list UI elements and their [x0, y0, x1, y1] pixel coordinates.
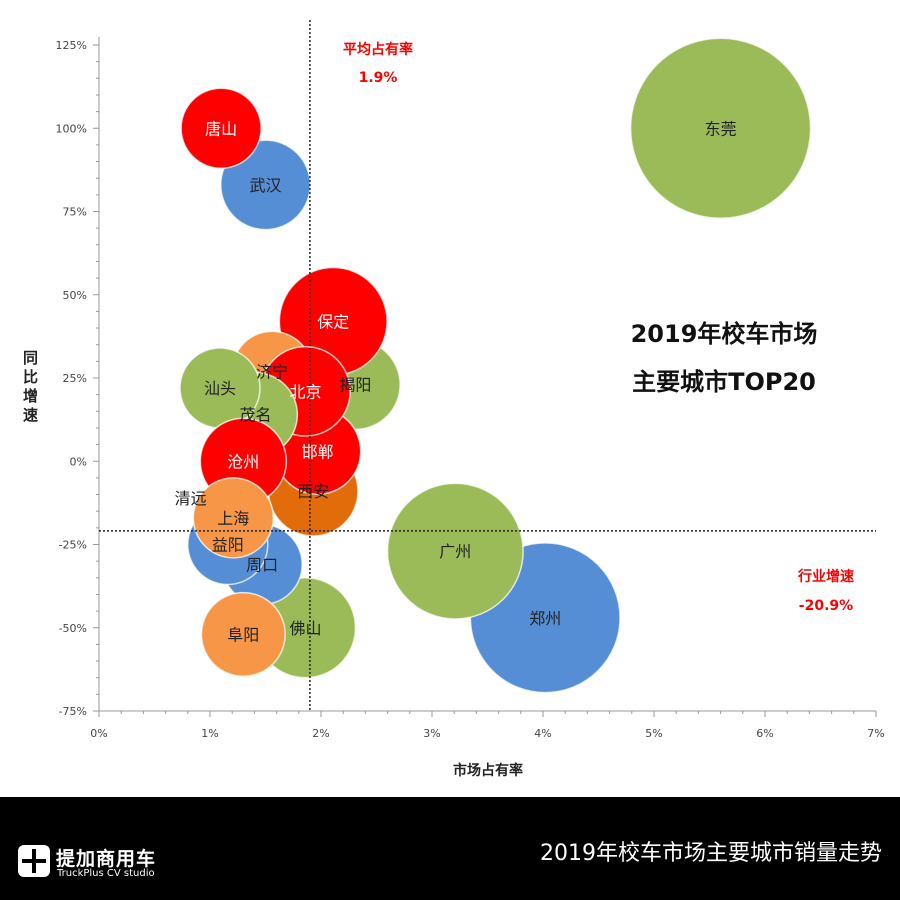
average-share-value: 1.9%: [359, 70, 398, 86]
bubble-label: 郑州: [529, 609, 561, 628]
x-axis-title: 市场占有率: [453, 762, 523, 779]
average-share-label: 平均占有率: [343, 41, 413, 58]
bubble-label: 唐山: [205, 119, 237, 138]
bubble-东莞: [629, 37, 812, 219]
bubble-label: 保定: [317, 312, 349, 331]
bubble-label: 清远: [175, 489, 207, 508]
footer-title: 2019年校车市场主要城市销量走势: [540, 841, 882, 866]
footer-bar: 提加商用车 TruckPlus CV studio 2019年校车市场主要城市销…: [0, 797, 900, 900]
bubble-label: 汕头: [204, 379, 236, 398]
x-tick-label: 4%: [534, 727, 551, 740]
bubble-label: 广州: [439, 542, 471, 561]
bubble-label: 阜阳: [227, 625, 259, 644]
logo-name: 提加商用车: [56, 848, 157, 870]
bubble-广州: [386, 482, 524, 620]
industry-growth-label: 行业增速: [797, 568, 854, 585]
bubble-label: 西安: [297, 482, 329, 501]
y-tick-label: 100%: [56, 122, 87, 135]
bubble-上海: [192, 477, 275, 559]
x-tick-label: 3%: [423, 727, 440, 740]
bubble-label: 揭阳: [339, 376, 371, 395]
truckplus-logo-icon: [18, 845, 50, 877]
y-tick-label: 50%: [63, 289, 87, 302]
bubble-label: 周口: [246, 555, 278, 574]
bubble-label: 济宁: [256, 362, 288, 381]
industry-growth-value: -20.9%: [799, 598, 853, 614]
y-tick-label: 0%: [70, 455, 87, 468]
bubble-label: 沧州: [227, 452, 259, 471]
bubble-label: 茂名: [240, 406, 272, 425]
bubble-阜阳: [200, 591, 286, 677]
logo-subtitle: TruckPlus CV studio: [57, 868, 155, 879]
x-tick-label: 7%: [867, 727, 884, 740]
y-tick-label: 25%: [63, 372, 87, 385]
bubble-label: 东莞: [705, 119, 737, 138]
chart-title-line: 主要城市TOP20: [632, 368, 816, 396]
x-tick-label: 6%: [756, 727, 773, 740]
bubble-label: 武汉: [249, 176, 281, 195]
bubble-唐山: [180, 87, 262, 169]
y-tick-label: -50%: [59, 622, 87, 635]
x-tick-label: 2%: [312, 727, 329, 740]
bubble-label: 邯郸: [302, 442, 334, 461]
y-tick-label: -25%: [59, 539, 87, 552]
y-tick-label: 125%: [56, 39, 87, 52]
x-tick-label: 0%: [90, 727, 107, 740]
bubble-label: 上海: [217, 509, 249, 528]
y-tick-label: 75%: [63, 206, 87, 219]
chart-title-line: 2019年校车市场: [631, 320, 818, 348]
x-tick-label: 5%: [645, 727, 662, 740]
bubble-label: 北京: [289, 382, 321, 401]
bubble-label: 益阳: [212, 536, 244, 555]
y-axis-title: 同比增速: [21, 350, 39, 426]
y-tick-label: -75%: [59, 705, 87, 718]
bubble-label: 佛山: [289, 619, 321, 638]
x-tick-label: 1%: [201, 727, 218, 740]
bubble-chart: 125%100%75%50%25%0%-25%-50%-75%0% 1% 2% 3% 4…: [21, 20, 885, 779]
